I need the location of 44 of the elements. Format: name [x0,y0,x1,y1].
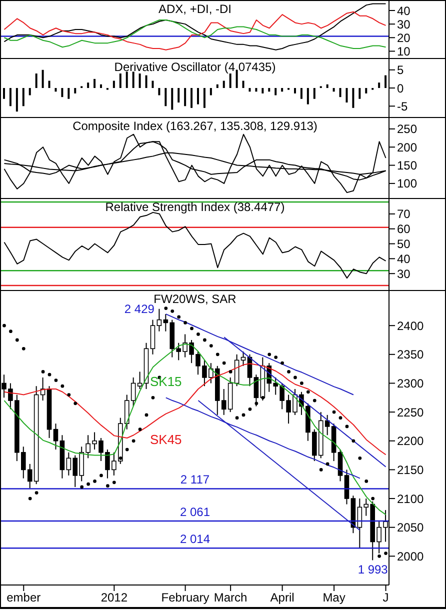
y-tick-label: 50 [397,237,411,252]
y-tick-label: 150 [397,158,418,173]
y-tick-label: 2050 [397,520,424,535]
y-tick-label: 2250 [397,405,424,420]
x-tick-label: 2012 [100,590,128,605]
x-tick-label: J [382,590,389,605]
chart-title: Relative Strength Index (38.4477) [105,200,285,214]
x-tick-label: ember [6,590,41,605]
y-tick-label: 250 [397,122,418,136]
series-label: SK45 [150,432,182,447]
ref-line-label: 2 061 [180,505,210,520]
x-tick-label: April [270,590,294,605]
y-tick-label: 2350 [397,348,424,362]
series-label: SK15 [150,374,182,390]
chart-title: ADX, +DI, -DI [158,2,232,16]
y-tick-label: 2200 [397,434,424,448]
x-tick-label: May [322,590,346,605]
y-tick-label: 30 [397,266,411,281]
y-tick-label: 20 [397,30,411,45]
chart-title: FW20WS, SAR [154,292,236,306]
y-tick-label: 70 [397,207,411,222]
y-tick-label: 2300 [397,376,424,390]
ref-line-label: 2 117 [180,472,210,487]
x-tick-label: February [161,590,210,605]
chart-title: Derivative Oscillator (4.07435) [114,60,276,74]
y-tick-label: 40 [397,4,411,18]
chart-title: Composite Index (163.267, 135.308, 129.913) [72,119,318,133]
y-tick-label: 5 [397,63,404,78]
y-tick-label: 200 [397,140,418,154]
ref-line-label: 2 014 [180,532,210,546]
y-tick-label: 2150 [397,462,424,477]
y-tick-label: -5 [397,99,408,114]
y-tick-label: 2400 [397,318,424,333]
y-tick-label: 0 [397,81,404,96]
annotation: 1 993 [358,562,388,577]
y-tick-label: 60 [397,222,411,236]
x-tick-label: March [214,590,248,605]
y-tick-label: 2000 [397,549,424,564]
y-tick-label: 40 [397,252,411,266]
y-tick-label: 2100 [397,492,424,506]
y-tick-label: 30 [397,17,411,32]
y-tick-label: 100 [397,176,418,191]
annotation: 2 429 [124,302,155,316]
y-tick-label: 10 [397,44,411,58]
